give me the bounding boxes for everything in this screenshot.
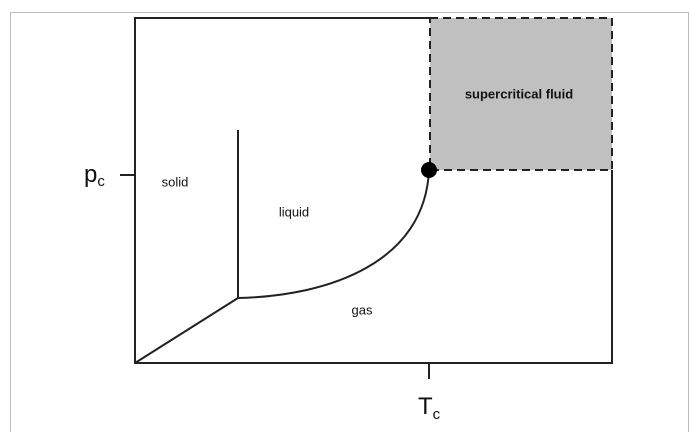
tc-label: Tc	[418, 393, 441, 423]
vaporization-curve	[237, 169, 430, 299]
critical-point	[421, 162, 437, 178]
liquid-label: liquid	[279, 204, 309, 219]
pc-label: pc	[84, 161, 105, 190]
supercritical-label: supercritical fluid	[465, 86, 573, 101]
gas-label: gas	[352, 302, 373, 317]
frame	[10, 12, 689, 432]
supercritical-region	[429, 17, 613, 171]
tc-subscript: c	[433, 406, 441, 423]
pc-subscript: c	[97, 173, 105, 190]
tc-symbol: T	[418, 393, 433, 420]
sublimation-curve	[134, 297, 239, 364]
solid-label: solid	[162, 174, 189, 189]
pc-symbol: p	[84, 161, 97, 188]
